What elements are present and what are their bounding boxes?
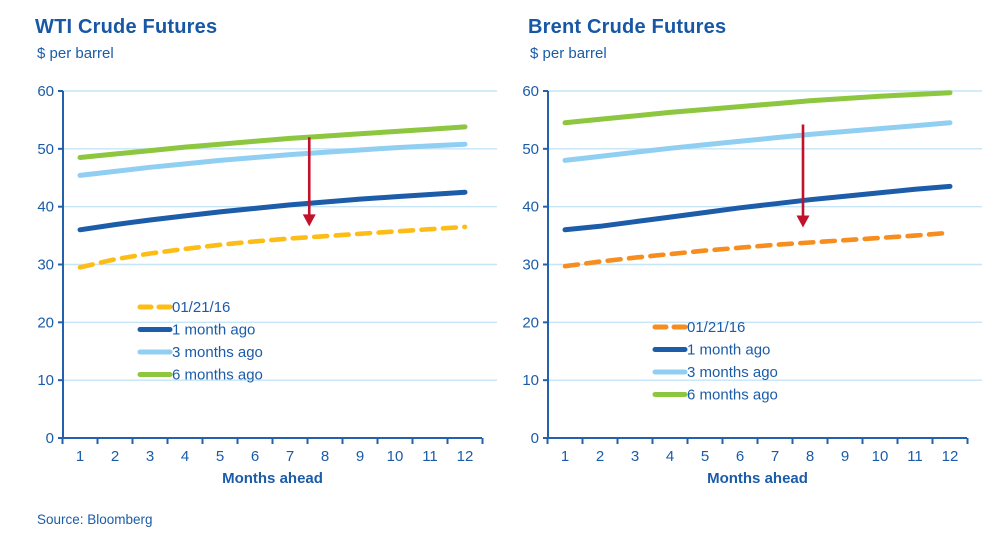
series-line-01-21-16 — [562, 230, 953, 269]
legend-label: 6 months ago — [172, 367, 263, 384]
y-tick-label: 30 — [522, 257, 539, 274]
wti-chart-subtitle: $ per barrel — [37, 45, 114, 62]
y-tick-label: 50 — [522, 141, 539, 158]
legend-label: 1 month ago — [687, 342, 770, 359]
x-tick-label: 7 — [286, 448, 294, 465]
y-tick-label: 10 — [37, 372, 54, 389]
y-tick-label: 0 — [46, 430, 54, 447]
source-note: Source: Bloomberg — [37, 512, 153, 527]
series-line-6-months-ago — [77, 124, 468, 160]
legend-label: 1 month ago — [172, 322, 255, 339]
charts-row: WTI Crude Futures $ per barrel 0 10 20 30 40… — [0, 0, 1000, 502]
y-tick-label: 20 — [522, 314, 539, 331]
x-tick-label: 6 — [251, 448, 259, 465]
series-line-1-month-ago — [562, 183, 953, 233]
x-tick-label: 12 — [457, 448, 474, 465]
x-tick-label: 10 — [872, 448, 889, 465]
brent-chart: Brent Crude Futures $ per barrel 0 10 20 30… — [500, 0, 1000, 502]
x-axis-title: Months ahead — [222, 470, 323, 487]
x-tick-label: 4 — [181, 448, 189, 465]
series-line-6-months-ago — [562, 90, 953, 126]
down-arrow-head-icon — [796, 215, 810, 228]
x-tick-label: 8 — [806, 448, 814, 465]
x-tick-label: 10 — [387, 448, 404, 465]
legend-label: 6 months ago — [687, 387, 778, 404]
x-tick-label: 7 — [771, 448, 779, 465]
legend-label: 01/21/16 — [172, 299, 230, 316]
y-tick-label: 10 — [522, 372, 539, 389]
wti-chart: WTI Crude Futures $ per barrel 0 10 20 30 40… — [0, 0, 500, 502]
down-arrow-head-icon — [302, 214, 316, 227]
x-tick-label: 11 — [907, 448, 923, 465]
y-tick-label: 60 — [522, 83, 539, 100]
legend-label: 3 months ago — [172, 344, 263, 361]
wti-chart-title: WTI Crude Futures — [35, 16, 218, 38]
y-tick-label: 0 — [531, 430, 539, 447]
x-tick-label: 11 — [422, 448, 438, 465]
x-tick-label: 5 — [216, 448, 224, 465]
x-tick-label: 2 — [596, 448, 604, 465]
legend-label: 3 months ago — [687, 364, 778, 381]
y-tick-label: 50 — [37, 141, 54, 158]
x-tick-label: 2 — [111, 448, 119, 465]
x-tick-label: 5 — [701, 448, 709, 465]
x-tick-label: 6 — [736, 448, 744, 465]
x-tick-label: 12 — [942, 448, 959, 465]
x-tick-label: 4 — [666, 448, 674, 465]
x-tick-label: 1 — [561, 448, 569, 465]
x-tick-label: 9 — [356, 448, 364, 465]
x-tick-label: 3 — [146, 448, 154, 465]
brent-chart-subtitle: $ per barrel — [530, 45, 607, 62]
x-tick-label: 1 — [76, 448, 84, 465]
y-tick-label: 30 — [37, 257, 54, 274]
series-line-3-months-ago — [562, 120, 953, 163]
legend-label: 01/21/16 — [687, 319, 745, 336]
x-axis-title: Months ahead — [707, 470, 808, 487]
brent-chart-title: Brent Crude Futures — [528, 16, 727, 38]
series-line-3-months-ago — [77, 141, 468, 178]
y-tick-label: 20 — [37, 314, 54, 331]
y-tick-label: 40 — [37, 199, 54, 216]
series-line-01-21-16 — [77, 224, 468, 270]
x-tick-label: 9 — [841, 448, 849, 465]
x-tick-label: 3 — [631, 448, 639, 465]
series-line-1-month-ago — [77, 189, 468, 233]
x-tick-label: 8 — [321, 448, 329, 465]
y-tick-label: 60 — [37, 83, 54, 100]
y-tick-label: 40 — [522, 199, 539, 216]
